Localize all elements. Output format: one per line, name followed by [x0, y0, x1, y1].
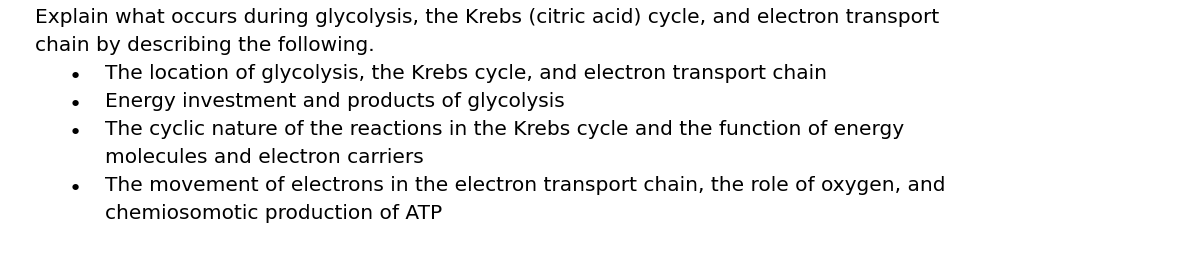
Text: The cyclic nature of the reactions in the Krebs cycle and the function of energy: The cyclic nature of the reactions in th… [106, 120, 904, 139]
Text: The location of glycolysis, the Krebs cycle, and electron transport chain: The location of glycolysis, the Krebs cy… [106, 64, 827, 83]
Text: •: • [68, 179, 82, 198]
Text: •: • [68, 67, 82, 87]
Text: chemiosomotic production of ATP: chemiosomotic production of ATP [106, 204, 443, 223]
Text: •: • [68, 123, 82, 143]
Text: molecules and electron carriers: molecules and electron carriers [106, 148, 424, 167]
Text: The movement of electrons in the electron transport chain, the role of oxygen, a: The movement of electrons in the electro… [106, 176, 946, 195]
Text: chain by describing the following.: chain by describing the following. [35, 36, 374, 55]
Text: •: • [68, 95, 82, 115]
Text: Energy investment and products of glycolysis: Energy investment and products of glycol… [106, 92, 565, 111]
Text: Explain what occurs during glycolysis, the Krebs (citric acid) cycle, and electr: Explain what occurs during glycolysis, t… [35, 8, 940, 27]
